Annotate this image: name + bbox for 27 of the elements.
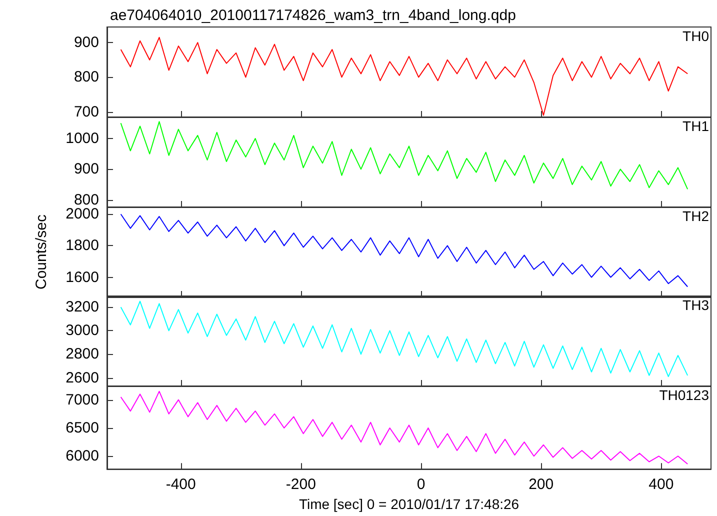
- y-tick-label: 1600: [66, 268, 99, 286]
- y-tick-label: 3200: [66, 299, 99, 316]
- x-tick-label: 400: [648, 476, 674, 494]
- y-tick-label: 700: [74, 103, 99, 120]
- x-tick-label: -400: [166, 476, 196, 494]
- series-label: TH0: [682, 28, 710, 44]
- x-axis-title: Time [sec] 0 = 2010/01/17 17:48:26: [298, 496, 520, 512]
- y-tick-label: 900: [74, 34, 99, 52]
- y-axis-title: Counts/sec: [33, 214, 50, 290]
- text: TH0123: [659, 387, 710, 404]
- y-tick-label: 7000: [66, 391, 99, 408]
- y-tick-label: 6500: [66, 420, 99, 437]
- text: TH2: [682, 208, 710, 224]
- y-tick-label: 3000: [66, 322, 99, 340]
- y-tick-label: 1000: [66, 130, 99, 147]
- text: TH1: [682, 118, 710, 134]
- y-tick-label: 2600: [66, 370, 99, 387]
- x-tick-label: 200: [528, 476, 554, 494]
- y-tick-label: 2800: [66, 346, 99, 364]
- chart-title: ae704064010_20100117174826_wam3_trn_4band_long.qdp: [110, 7, 516, 24]
- y-tick-label: 1800: [66, 236, 99, 254]
- x-tick-label: 0: [416, 476, 426, 494]
- text: TH3: [682, 297, 710, 314]
- y-tick-label: 800: [74, 68, 99, 86]
- x-tick-label: -200: [286, 476, 316, 494]
- y-tick-label: 900: [74, 160, 99, 178]
- y-tick-label: 6000: [66, 448, 99, 465]
